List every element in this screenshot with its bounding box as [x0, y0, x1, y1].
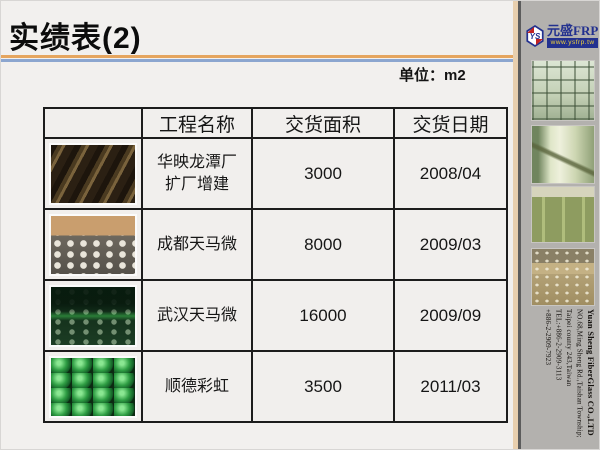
company-logo: YS 元盛FRP www.ysfrp.tw: [525, 21, 599, 51]
address-line: Taipei county 243,Taiwan: [564, 309, 573, 387]
delivery-area: 3000: [251, 137, 395, 210]
address-line: Yuan Sheng FiberGlass CO.,LTD: [586, 309, 596, 436]
sidebar-divider: [518, 1, 521, 449]
sidebar: YS 元盛FRP www.ysfrp.tw Yuan Sheng FiberGl…: [521, 1, 599, 449]
delivery-area: 16000: [251, 279, 395, 352]
project-photo-site: [49, 213, 137, 276]
project-photo-warehouse: [49, 284, 137, 347]
company-address-vertical: Yuan Sheng FiberGlass CO.,LTD NO.68,Ming…: [527, 309, 597, 449]
unit-label: 单位：m2: [399, 67, 466, 84]
project-name: 武汉天马微: [141, 279, 253, 352]
header-delivery-date: 交货日期: [393, 107, 508, 139]
logo-monogram: YS: [529, 31, 541, 41]
delivery-date: 2009/03: [393, 208, 508, 281]
title-rule-orange: [1, 55, 518, 58]
table-row: 武汉天马微 16000 2009/09: [43, 279, 508, 352]
delivery-area: 3500: [251, 350, 395, 423]
delivery-date: 2011/03: [393, 350, 508, 423]
table-row: 顺德彩虹 3500 2011/03: [43, 350, 508, 423]
sidebar-photo-tanks: [531, 186, 595, 243]
header-delivery-area: 交货面积: [251, 107, 395, 139]
project-name: 成都天马微: [141, 208, 253, 281]
project-name: 顺德彩虹: [141, 350, 253, 423]
delivery-date: 2008/04: [393, 137, 508, 210]
delivery-date: 2009/09: [393, 279, 508, 352]
header-photo: [43, 107, 143, 139]
sidebar-photo-floor: [531, 248, 595, 306]
sidebar-photo-tank: [531, 125, 595, 184]
table-header-row: 工程名称 交货面积 交货日期: [43, 107, 508, 139]
delivery-area: 8000: [251, 208, 395, 281]
project-photo-domes: [49, 355, 137, 418]
ys-hexagon-icon: YS: [525, 25, 545, 47]
sidebar-accent-strip: [513, 1, 518, 449]
table-row: 成都天马微 8000 2009/03: [43, 208, 508, 281]
brand-website: www.ysfrp.tw: [547, 38, 599, 49]
performance-table: 工程名称 交货面积 交货日期 华映龙潭厂扩厂增建 3000 2008/04 成都…: [43, 107, 508, 423]
address-line: +886-2-2909-7923: [543, 309, 552, 366]
address-line: NO.68,Ming Sheng Rd.,Taishan Township;: [575, 309, 584, 438]
project-photo-beams: [49, 142, 137, 205]
brand-name: 元盛FRP: [547, 22, 599, 38]
header-project-name: 工程名称: [141, 107, 253, 139]
title-rule-blue: [1, 59, 518, 62]
table-row: 华映龙潭厂扩厂增建 3000 2008/04: [43, 137, 508, 210]
slide-title: 实绩表(2): [9, 22, 142, 55]
sidebar-photo-ceiling: [531, 60, 595, 121]
address-line: TEL:+886-2-2909-3113: [554, 309, 563, 381]
project-name: 华映龙潭厂扩厂增建: [141, 137, 253, 210]
